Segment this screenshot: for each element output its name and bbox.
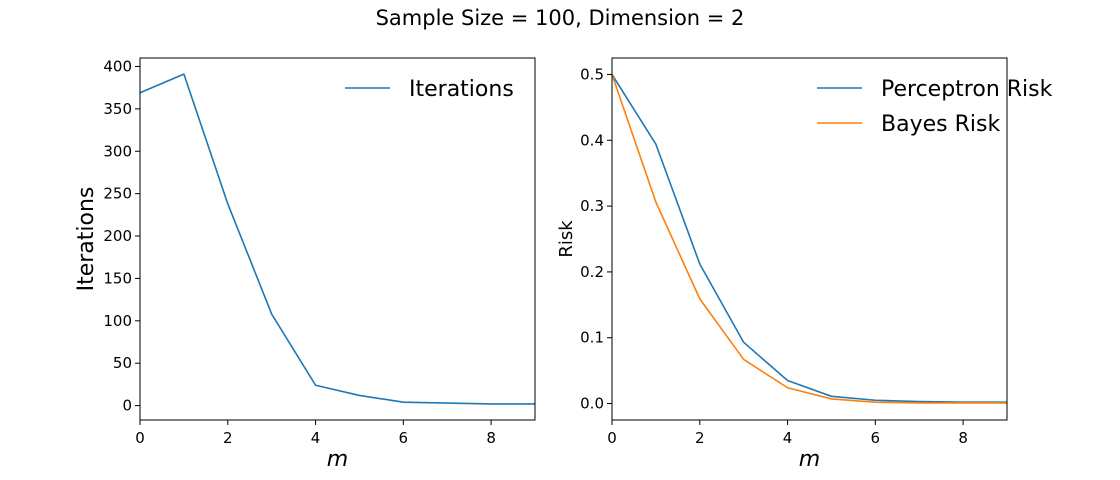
y-tick-label: 50	[113, 354, 132, 372]
x-axis-label: m	[327, 447, 348, 472]
y-axis-label: Risk	[556, 220, 577, 258]
y-tick-label: 400	[103, 57, 132, 75]
y-tick-label: 100	[103, 312, 132, 330]
y-tick-label: 150	[103, 269, 132, 287]
series-line-2	[612, 74, 1007, 404]
y-tick-label: 300	[103, 142, 132, 160]
legend-label-2: Bayes Risk	[881, 112, 1000, 137]
y-tick-label: 0.3	[580, 197, 604, 215]
x-tick-label: 6	[399, 429, 409, 447]
y-tick-label: 200	[103, 227, 132, 245]
y-tick-label: 0.5	[580, 65, 604, 83]
y-tick-label: 350	[103, 100, 132, 118]
x-tick-label: 4	[783, 429, 793, 447]
x-tick-label: 6	[871, 429, 881, 447]
legend-label-1: Iterations	[409, 77, 514, 102]
figure-title: Sample Size = 100, Dimension = 2	[375, 6, 745, 30]
y-tick-label: 0.4	[580, 131, 604, 149]
y-tick-label: 0	[122, 397, 132, 415]
y-axis-label: Iterations	[74, 187, 99, 292]
chart-2: 0 2 4 6 8 0.0 0.1 0.2 0.3 0.4 0.5 m Risk Perceptron R…	[556, 57, 1053, 472]
x-tick-label: 0	[607, 429, 617, 447]
y-tick-label: 0.1	[580, 329, 604, 347]
x-tick-label: 4	[311, 429, 321, 447]
x-tick-label: 0	[135, 429, 145, 447]
series-line-1	[612, 74, 1007, 404]
x-tick-label: 2	[695, 429, 705, 447]
y-tick-label: 0.2	[580, 263, 604, 281]
y-tick-label: 250	[103, 185, 132, 203]
x-tick-label: 8	[486, 429, 496, 447]
legend-label-1: Perceptron Risk	[881, 77, 1053, 102]
chart-1: 0 2 4 6 8 0 50 100 150 200 250 300 350 400 m Iterations…	[74, 57, 536, 472]
axes-frame	[139, 57, 536, 421]
x-axis-label: m	[799, 447, 820, 472]
axes-frame	[611, 57, 1008, 421]
x-tick-label: 2	[223, 429, 233, 447]
x-tick-label: 8	[958, 429, 968, 447]
series-line-1	[140, 73, 535, 405]
y-tick-label: 0.0	[580, 395, 604, 413]
